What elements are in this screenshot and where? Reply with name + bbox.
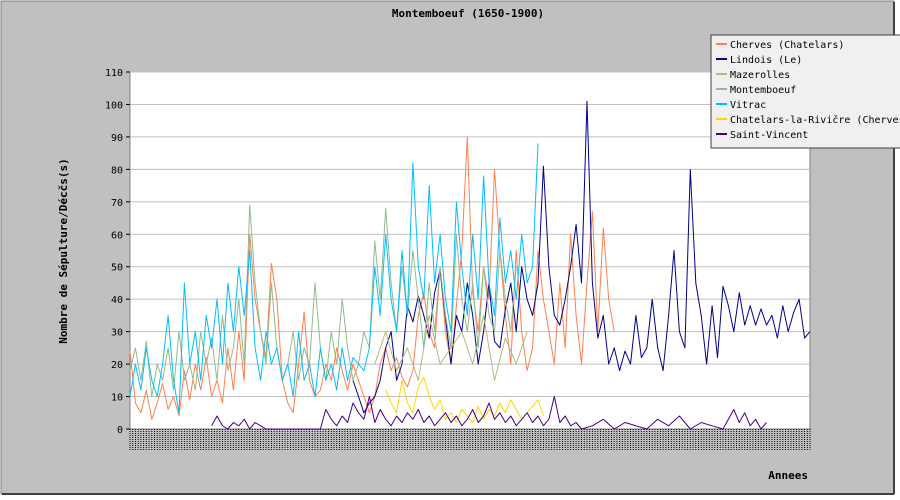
- y-tick-label: 90: [111, 133, 123, 144]
- series-lines: [129, 100, 811, 430]
- legend-box: [710, 34, 900, 149]
- legend-label: Cherves (Chatelars): [730, 40, 844, 51]
- y-tick-label: 40: [111, 295, 123, 306]
- legend-label: Vitrac: [730, 100, 766, 111]
- y-tick-label: 50: [111, 263, 123, 274]
- legend-label: Chatelars-la-Rivičre (Cherves): [730, 114, 900, 126]
- y-tick-label: 60: [111, 230, 123, 241]
- y-tick-label: 30: [111, 328, 123, 339]
- series-line-1: [352, 100, 811, 414]
- legend-label: Mazerolles: [730, 70, 790, 81]
- chart-title: Montemboeuf (1650-1900): [392, 7, 544, 20]
- series-line-5: [385, 376, 544, 423]
- y-tick-label: 100: [105, 100, 123, 111]
- y-tick-label: 80: [111, 165, 123, 176]
- y-tick-label: 0: [117, 425, 123, 436]
- y-tick-label: 70: [111, 198, 123, 209]
- series-line-6: [211, 396, 767, 430]
- legend: Cherves (Chatelars) Lindois (Le) Mazerolle…: [710, 34, 900, 149]
- legend-label: Montemboeuf: [730, 85, 796, 96]
- legend-label: Saint-Vincent: [730, 130, 808, 141]
- series-line-4: [129, 143, 539, 414]
- series-line-0: [129, 136, 615, 420]
- y-tick-label: 20: [111, 360, 123, 371]
- y-tick-label: 10: [111, 393, 123, 404]
- plot-area: [129, 71, 811, 430]
- y-axis-label: Nombre de Sépulture/Décčs(s): [57, 158, 70, 343]
- y-tick-label: 110: [105, 68, 123, 79]
- x-tick-marks: [129, 429, 811, 451]
- y-tick-labels: 0 10 20 30 40 50 60 70 80 90 100 110: [105, 68, 130, 436]
- legend-label: Lindois (Le): [730, 55, 802, 66]
- x-axis-label: Annees: [768, 469, 808, 482]
